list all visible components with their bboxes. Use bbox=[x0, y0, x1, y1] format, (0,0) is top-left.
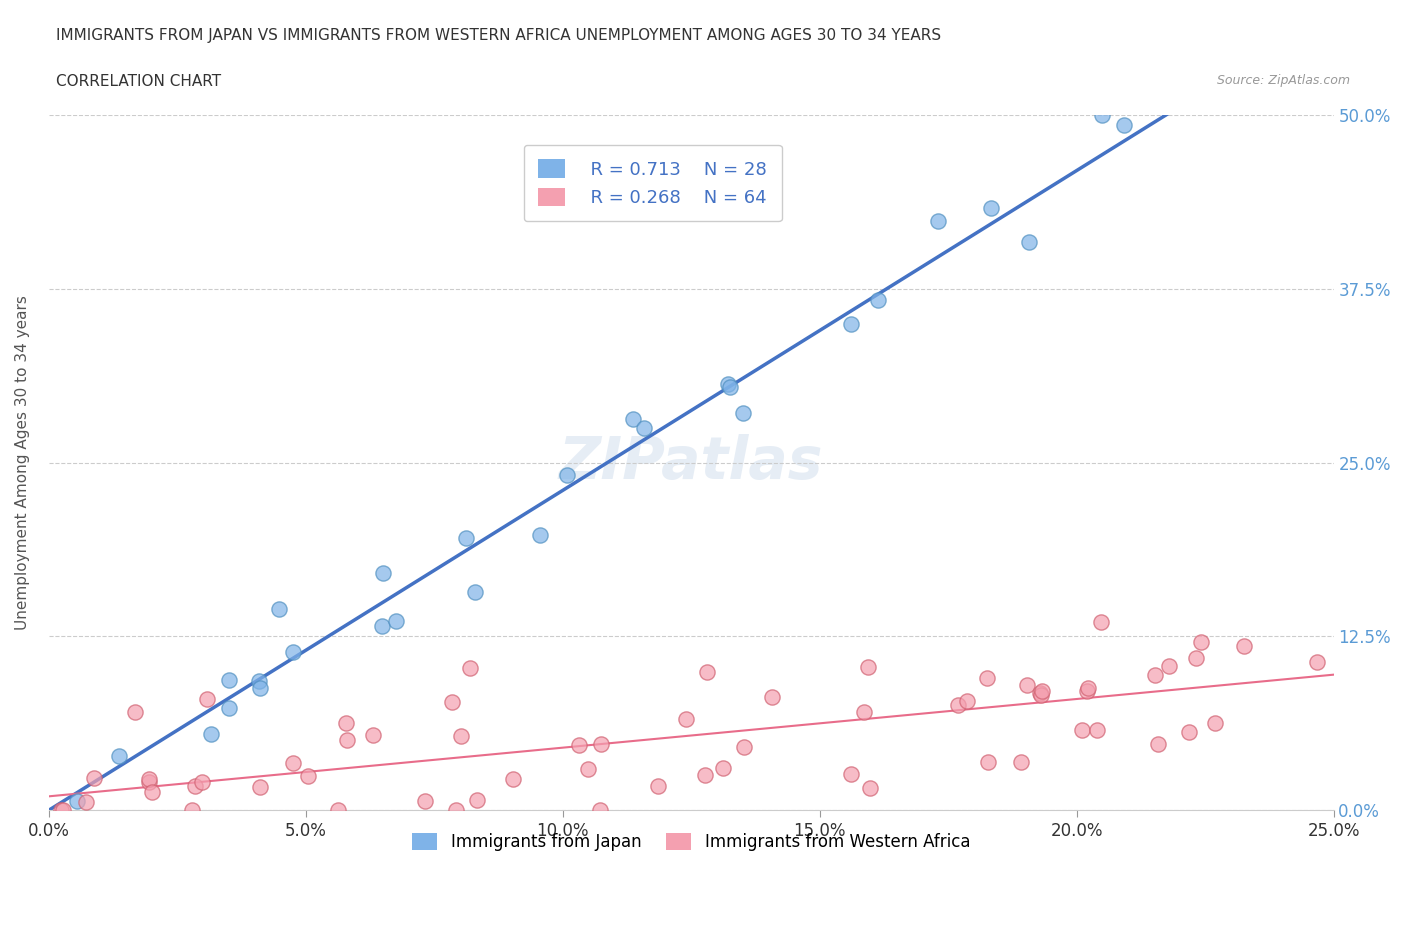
Point bbox=[195, 692, 218, 707]
Point bbox=[866, 293, 889, 308]
Point bbox=[1147, 737, 1170, 751]
Point bbox=[458, 660, 481, 675]
Point bbox=[568, 737, 591, 752]
Point bbox=[976, 754, 998, 769]
Point bbox=[731, 405, 754, 420]
Point bbox=[138, 771, 160, 786]
Point bbox=[52, 803, 75, 817]
Point bbox=[281, 756, 304, 771]
Point bbox=[589, 737, 612, 751]
Point bbox=[1018, 235, 1040, 250]
Point bbox=[1029, 685, 1052, 700]
Point bbox=[108, 749, 131, 764]
Point bbox=[371, 565, 394, 580]
Point bbox=[1144, 667, 1167, 682]
Point bbox=[249, 681, 271, 696]
Point bbox=[717, 377, 740, 392]
Point bbox=[675, 711, 697, 726]
Point bbox=[976, 671, 998, 685]
Point bbox=[385, 614, 408, 629]
Point bbox=[1189, 634, 1212, 649]
Point bbox=[718, 380, 741, 395]
Point bbox=[218, 673, 240, 688]
Point bbox=[647, 778, 669, 793]
Point bbox=[761, 689, 783, 704]
Point bbox=[200, 727, 222, 742]
Point bbox=[66, 793, 89, 808]
Point bbox=[1090, 614, 1112, 629]
Point bbox=[75, 795, 97, 810]
Point bbox=[370, 618, 392, 633]
Point bbox=[841, 767, 863, 782]
Point bbox=[326, 803, 349, 817]
Point bbox=[1017, 677, 1039, 692]
Text: IMMIGRANTS FROM JAPAN VS IMMIGRANTS FROM WESTERN AFRICA UNEMPLOYMENT AMONG AGES : IMMIGRANTS FROM JAPAN VS IMMIGRANTS FROM… bbox=[56, 28, 942, 43]
Point bbox=[576, 762, 599, 777]
Point bbox=[49, 803, 72, 817]
Point bbox=[456, 530, 478, 545]
Point bbox=[858, 659, 880, 674]
Point bbox=[1178, 724, 1201, 739]
Point bbox=[1077, 681, 1099, 696]
Point bbox=[1204, 715, 1226, 730]
Point bbox=[413, 794, 436, 809]
Text: CORRELATION CHART: CORRELATION CHART bbox=[56, 74, 221, 89]
Point bbox=[444, 803, 467, 817]
Point bbox=[267, 602, 290, 617]
Point bbox=[853, 705, 876, 720]
Y-axis label: Unemployment Among Ages 30 to 34 years: Unemployment Among Ages 30 to 34 years bbox=[15, 295, 30, 630]
Legend: Immigrants from Japan, Immigrants from Western Africa: Immigrants from Japan, Immigrants from W… bbox=[405, 826, 977, 857]
Point bbox=[633, 420, 655, 435]
Point bbox=[247, 673, 270, 688]
Point bbox=[1185, 650, 1208, 665]
Point bbox=[465, 792, 488, 807]
Point bbox=[980, 200, 1002, 215]
Point bbox=[696, 665, 718, 680]
Point bbox=[1157, 658, 1180, 673]
Point bbox=[141, 785, 163, 800]
Point bbox=[733, 739, 755, 754]
Point bbox=[859, 781, 882, 796]
Point bbox=[1010, 755, 1032, 770]
Point bbox=[1112, 118, 1135, 133]
Point bbox=[621, 412, 644, 427]
Point bbox=[336, 732, 359, 747]
Point bbox=[181, 803, 204, 817]
Point bbox=[297, 768, 319, 783]
Point bbox=[440, 695, 463, 710]
Point bbox=[183, 779, 205, 794]
Point bbox=[711, 761, 734, 776]
Point bbox=[1029, 687, 1052, 702]
Point bbox=[555, 468, 578, 483]
Point bbox=[1031, 684, 1053, 698]
Point bbox=[1076, 684, 1098, 698]
Text: Source: ZipAtlas.com: Source: ZipAtlas.com bbox=[1216, 74, 1350, 87]
Point bbox=[927, 213, 949, 228]
Point bbox=[502, 771, 524, 786]
Point bbox=[948, 698, 970, 712]
Point bbox=[218, 700, 240, 715]
Point bbox=[138, 775, 160, 790]
Point bbox=[464, 585, 486, 600]
Point bbox=[249, 779, 271, 794]
Point bbox=[1071, 723, 1094, 737]
Point bbox=[124, 705, 146, 720]
Point bbox=[839, 317, 862, 332]
Point bbox=[1091, 108, 1114, 123]
Point bbox=[335, 716, 357, 731]
Point bbox=[450, 728, 472, 743]
Point bbox=[361, 728, 384, 743]
Point bbox=[693, 768, 716, 783]
Point bbox=[955, 694, 977, 709]
Point bbox=[83, 771, 105, 786]
Point bbox=[529, 527, 551, 542]
Point bbox=[1232, 638, 1254, 653]
Point bbox=[1306, 655, 1329, 670]
Point bbox=[191, 775, 214, 790]
Point bbox=[1085, 723, 1108, 737]
Point bbox=[589, 803, 612, 817]
Point bbox=[281, 644, 304, 659]
Text: ZIPatlas: ZIPatlas bbox=[558, 434, 824, 491]
